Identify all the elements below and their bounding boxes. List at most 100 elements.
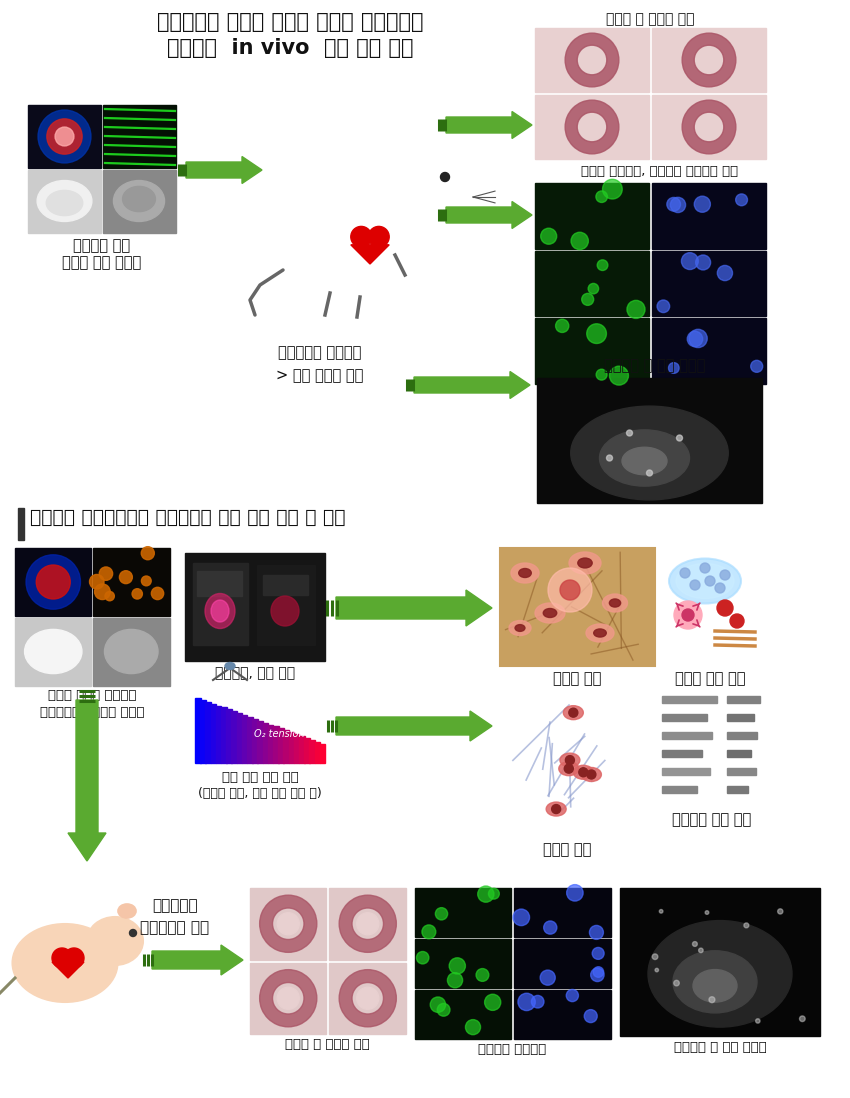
Circle shape xyxy=(449,957,466,974)
Bar xyxy=(535,318,649,384)
Ellipse shape xyxy=(593,629,606,637)
Circle shape xyxy=(674,601,702,629)
Ellipse shape xyxy=(698,49,720,71)
Bar xyxy=(727,768,756,775)
Bar xyxy=(241,715,247,763)
Bar xyxy=(652,250,766,316)
FancyArrow shape xyxy=(414,371,530,399)
Bar xyxy=(206,702,211,763)
Circle shape xyxy=(495,690,639,834)
Bar xyxy=(415,888,512,937)
Circle shape xyxy=(440,172,450,181)
Bar xyxy=(727,696,760,703)
Bar xyxy=(652,96,766,159)
Bar xyxy=(662,750,702,757)
Text: (저산소 적용, 이온 농도 조절 등): (저산소 적용, 이온 농도 조절 등) xyxy=(198,787,322,800)
Bar xyxy=(273,727,279,763)
Bar xyxy=(263,575,308,595)
FancyArrow shape xyxy=(446,202,532,228)
Circle shape xyxy=(660,909,663,914)
Ellipse shape xyxy=(426,141,448,159)
Bar xyxy=(330,888,406,960)
Circle shape xyxy=(657,300,670,313)
Circle shape xyxy=(64,948,84,968)
Circle shape xyxy=(603,179,622,199)
Bar xyxy=(216,706,222,763)
Circle shape xyxy=(531,996,544,1008)
Circle shape xyxy=(589,926,604,940)
Circle shape xyxy=(478,886,494,903)
Ellipse shape xyxy=(622,447,667,474)
Text: 생착율 및 생존율 향상: 생착율 및 생존율 향상 xyxy=(606,12,694,26)
Circle shape xyxy=(540,971,555,985)
Ellipse shape xyxy=(599,430,689,486)
Circle shape xyxy=(586,770,596,778)
Bar xyxy=(283,730,289,763)
Bar xyxy=(236,714,242,763)
Circle shape xyxy=(668,362,679,373)
Bar xyxy=(28,105,101,168)
Circle shape xyxy=(437,1004,450,1016)
Circle shape xyxy=(564,764,573,773)
Circle shape xyxy=(571,233,588,249)
Circle shape xyxy=(680,568,690,578)
Bar xyxy=(652,318,766,384)
Text: 줄기세포 스패로이드의 심혈관질환 치료 효능 검증 및 강화: 줄기세포 스패로이드의 심혈관질환 치료 효능 검증 및 강화 xyxy=(30,508,345,527)
Circle shape xyxy=(129,930,137,937)
Bar xyxy=(201,699,206,763)
Bar xyxy=(309,740,315,763)
Bar xyxy=(727,750,751,757)
Bar xyxy=(289,732,294,763)
Ellipse shape xyxy=(581,768,602,782)
Text: 중력제어, 대량 배양: 중력제어, 대량 배양 xyxy=(215,666,295,680)
Circle shape xyxy=(756,1019,760,1023)
Circle shape xyxy=(422,925,436,939)
Ellipse shape xyxy=(357,912,379,934)
Circle shape xyxy=(566,989,579,1001)
Ellipse shape xyxy=(609,598,620,607)
Circle shape xyxy=(38,110,91,163)
Bar xyxy=(415,990,512,1039)
Bar xyxy=(330,963,406,1034)
Text: 생착율 및 생존율 향상: 생착율 및 생존율 향상 xyxy=(285,1038,370,1051)
Bar xyxy=(514,888,611,937)
Bar xyxy=(320,743,326,763)
Bar xyxy=(652,183,766,248)
Text: 심혈관질환 치료용 무중력 삼차원 세포응집체: 심혈관질환 치료용 무중력 삼차원 세포응집체 xyxy=(156,12,423,32)
Ellipse shape xyxy=(676,563,734,598)
Bar xyxy=(662,732,712,739)
Bar xyxy=(514,939,611,988)
Bar xyxy=(500,548,655,666)
Bar xyxy=(193,563,248,645)
Ellipse shape xyxy=(673,951,757,1013)
Circle shape xyxy=(699,948,703,953)
Ellipse shape xyxy=(511,563,539,583)
Bar xyxy=(727,732,757,739)
Circle shape xyxy=(720,570,730,580)
Bar xyxy=(299,736,304,763)
Text: 심혈관 조직 재생: 심혈관 조직 재생 xyxy=(675,671,745,686)
Circle shape xyxy=(416,952,429,964)
Circle shape xyxy=(695,255,711,270)
Circle shape xyxy=(565,755,575,764)
Ellipse shape xyxy=(543,608,557,617)
Circle shape xyxy=(55,127,74,146)
Bar xyxy=(662,768,710,775)
Bar xyxy=(727,786,748,793)
Circle shape xyxy=(730,614,744,628)
Circle shape xyxy=(655,968,659,972)
Bar xyxy=(28,170,101,233)
Circle shape xyxy=(47,119,82,154)
Ellipse shape xyxy=(581,49,604,71)
Ellipse shape xyxy=(518,569,531,578)
Ellipse shape xyxy=(277,987,299,1009)
Circle shape xyxy=(744,923,749,928)
Bar xyxy=(662,696,717,703)
Ellipse shape xyxy=(547,802,566,816)
Ellipse shape xyxy=(603,594,627,612)
Circle shape xyxy=(430,997,445,1012)
Circle shape xyxy=(351,226,371,247)
FancyArrow shape xyxy=(152,945,243,975)
Bar xyxy=(103,105,176,168)
Ellipse shape xyxy=(558,762,579,775)
